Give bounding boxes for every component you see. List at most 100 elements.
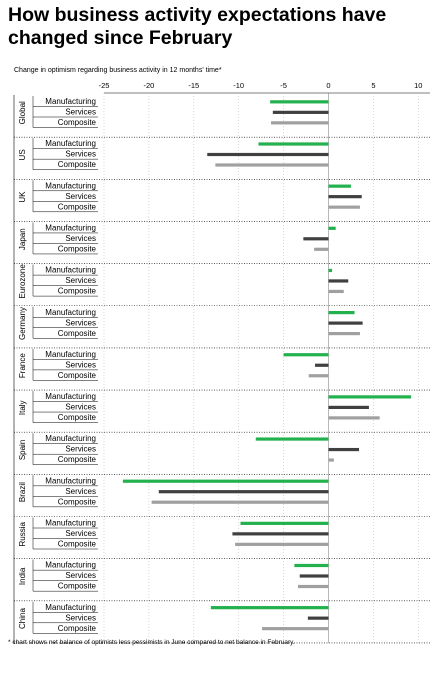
bar-services [315,363,329,367]
bar-composite [215,163,329,167]
bar-category-label: Composite [58,244,97,253]
bar-category-label: Services [65,108,96,117]
group-label: France [18,353,27,378]
bar-category-label: Composite [58,624,97,633]
bar-services [328,195,362,199]
bar-category-label: Manufacturing [45,434,96,443]
bar-category-label: Composite [58,455,97,464]
bar-composite [297,584,329,589]
bar-composite [328,289,344,294]
bar-category-label: Manufacturing [45,308,96,317]
bar-category-label: Composite [58,497,97,506]
bar-category-label: Services [65,571,96,580]
bar-category-label: Manufacturing [45,392,96,401]
bar-composite [235,542,329,546]
bar-services [207,152,329,157]
bar-category-label: Manufacturing [45,223,96,232]
chart-title: How business activity expectations have … [8,4,387,49]
group-label: Japan [18,228,27,250]
bar-category-label: Services [65,234,96,243]
bar-category-label: Services [65,613,96,622]
bar-services [328,405,369,409]
bar-manufacturing [328,268,333,273]
bar-manufacturing [328,395,412,399]
bar-category-label: Services [65,403,96,412]
bar-services [158,490,329,494]
bar-manufacturing [255,437,329,441]
x-tick-label: -5 [280,81,287,90]
bar-category-label: Composite [58,582,97,591]
x-tick-label: 0 [326,81,330,90]
bar-category-label: Services [65,192,96,201]
bar-composite [328,205,360,209]
bar-services [299,574,329,578]
bar-category-label: Services [65,529,96,538]
group-label: Eurozone [18,264,27,299]
bar-category-label: Composite [58,371,97,380]
bar-category-label: Manufacturing [45,350,96,359]
bar-category-label: Manufacturing [45,519,96,528]
bar-category-label: Composite [58,329,97,338]
bar-composite [262,627,329,631]
bar-category-label: Services [65,445,96,454]
bar-category-label: Services [65,318,96,327]
bar-manufacturing [283,353,329,357]
bar-category-label: Manufacturing [45,561,96,570]
bar-category-label: Composite [58,413,97,422]
bar-composite [328,332,360,336]
bar-category-label: Composite [58,202,97,211]
bar-category-label: Manufacturing [45,266,96,275]
bar-composite [151,500,329,504]
x-tick-label: 10 [414,81,422,90]
bar-services [303,237,329,241]
group-label: China [18,608,27,629]
group-label: Russia [18,521,27,546]
bar-manufacturing [270,100,329,104]
bar-manufacturing [328,311,355,315]
bar-manufacturing [294,563,329,568]
group-label: Spain [18,440,27,460]
bar-services [232,532,329,536]
bar-category-label: Manufacturing [45,139,96,148]
bar-services [328,321,363,325]
bar-manufacturing [328,184,351,188]
bar-category-label: Manufacturing [45,181,96,190]
bar-category-label: Services [65,487,96,496]
bar-category-label: Composite [58,160,97,169]
group-label: US [18,149,27,160]
bar-services [307,616,329,620]
bar-composite [328,458,334,462]
bar-category-label: Manufacturing [45,476,96,485]
bar-services [272,110,329,114]
x-tick-label: -20 [143,81,154,90]
group-label: Italy [18,400,27,415]
x-tick-label: 5 [371,81,375,90]
bar-category-label: Services [65,360,96,369]
bar-category-label: Services [65,150,96,159]
bar-category-label: Composite [58,287,97,296]
group-label: Germany [18,307,27,340]
bar-category-label: Manufacturing [45,603,96,612]
group-label: India [18,567,27,585]
group-label: UK [18,191,27,203]
bar-manufacturing [240,521,329,525]
bar-composite [314,247,329,251]
x-tick-label: -10 [233,81,244,90]
bar-manufacturing [328,226,336,230]
bar-category-label: Composite [58,540,97,549]
bar-services [328,447,360,452]
bar-manufacturing [210,606,329,610]
x-tick-label: -15 [188,81,199,90]
bar-composite [328,416,380,420]
footnote: * chart shows net balance of optimists l… [8,639,295,646]
bar-category-label: Services [65,276,96,285]
chart-subtitle: Change in optimism regarding business ac… [14,67,222,74]
bar-manufacturing [258,142,329,146]
bar-category-label: Composite [58,118,97,127]
x-tick-label: -25 [99,81,110,90]
group-label: Brazil [18,482,27,502]
bar-category-label: Manufacturing [45,97,96,106]
bar-manufacturing [122,479,329,483]
bar-services [328,279,349,283]
